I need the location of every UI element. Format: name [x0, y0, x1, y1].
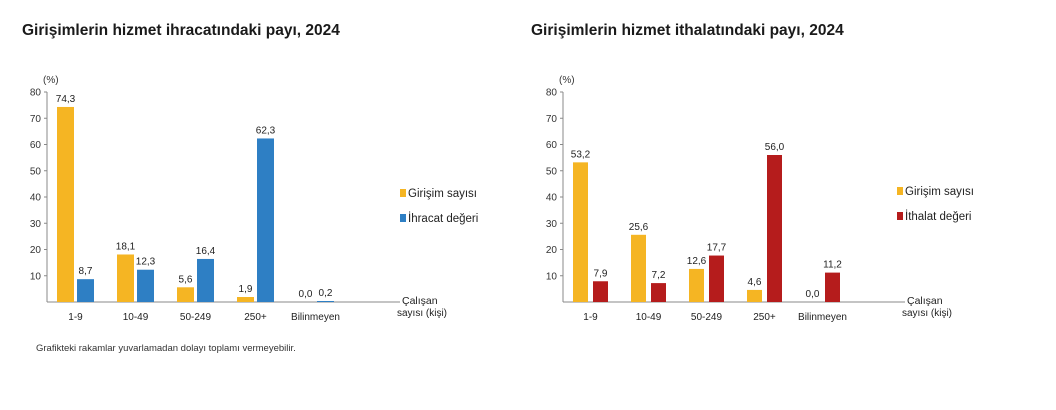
bar-value — [825, 272, 840, 302]
x-tick-label: 1-9 — [583, 312, 598, 323]
bar-count — [573, 162, 588, 302]
bar-value — [197, 258, 214, 302]
data-label: 0,0 — [299, 289, 313, 300]
x-tick-label: 10-49 — [636, 312, 662, 323]
bar-count — [237, 297, 254, 302]
bar-count — [631, 234, 646, 302]
data-label: 12,6 — [687, 256, 707, 267]
y-tick-label: 30 — [30, 219, 42, 230]
legend-swatch — [897, 187, 903, 195]
y-tick-label: 10 — [546, 271, 558, 282]
bar-value — [593, 281, 608, 302]
x-tick-label: 50-249 — [691, 312, 723, 323]
bar-value — [77, 279, 94, 302]
bar-count — [747, 289, 762, 302]
bar-count — [117, 254, 134, 302]
x-axis-title: sayısı (kişi) — [397, 308, 447, 319]
legend-label: Girişim sayısı — [905, 186, 974, 198]
bar-value — [651, 283, 666, 302]
data-label: 18,1 — [116, 241, 136, 252]
bar-count — [177, 287, 194, 302]
y-tick-label: 50 — [546, 166, 558, 177]
bar-count — [57, 106, 74, 303]
y-tick-label: 70 — [30, 114, 42, 125]
bar-value — [317, 301, 334, 302]
data-label: 7,9 — [594, 268, 608, 279]
data-label: 4,6 — [748, 277, 762, 288]
x-tick-label: 50-249 — [180, 312, 212, 323]
legend-label: Girişim sayısı — [408, 188, 477, 200]
data-label: 5,6 — [179, 274, 193, 285]
x-tick-label: 1-9 — [68, 312, 83, 323]
bar-count — [689, 268, 704, 302]
legend-swatch — [897, 212, 903, 220]
y-tick-label: 20 — [546, 245, 558, 256]
bar-value — [767, 155, 782, 302]
x-tick-label: Bilinmeyen — [798, 312, 847, 323]
y-tick-label: 30 — [546, 219, 558, 230]
bar-value — [257, 138, 274, 302]
data-label: 11,2 — [823, 260, 842, 271]
data-label: 17,7 — [707, 243, 727, 254]
x-tick-label: 250+ — [244, 312, 267, 323]
chart-title-import: Girişimlerin hizmet ithalatındaki payı, … — [531, 22, 844, 39]
x-axis-title: sayısı (kişi) — [902, 308, 952, 319]
y-tick-label: 70 — [546, 114, 558, 125]
x-tick-label: Bilinmeyen — [291, 312, 340, 323]
y-unit-label: (%) — [559, 75, 575, 86]
y-tick-label: 10 — [30, 271, 42, 282]
y-tick-label: 80 — [546, 88, 558, 99]
data-label: 12,3 — [136, 257, 156, 268]
y-tick-label: 60 — [546, 140, 558, 151]
data-label: 62,3 — [256, 125, 276, 136]
y-unit-label: (%) — [43, 75, 59, 86]
data-label: 25,6 — [629, 222, 649, 233]
x-tick-label: 10-49 — [123, 312, 149, 323]
y-tick-label: 80 — [30, 88, 42, 99]
legend-swatch — [400, 189, 406, 197]
y-tick-label: 40 — [546, 193, 558, 204]
data-label: 16,4 — [196, 246, 216, 257]
y-tick-label: 20 — [30, 245, 42, 256]
y-tick-label: 60 — [30, 140, 42, 151]
y-tick-label: 40 — [30, 193, 42, 204]
legend-label: İthalat değeri — [905, 210, 972, 223]
footnote: Grafikteki rakamlar yuvarlamadan dolayı … — [36, 343, 296, 354]
data-label: 0,2 — [319, 288, 333, 299]
data-label: 53,2 — [571, 149, 591, 160]
data-label: 1,9 — [239, 284, 253, 295]
x-axis-title: Çalışan — [402, 295, 438, 307]
data-label: 74,3 — [56, 94, 76, 105]
chart-title-export: Girişimlerin hizmet ihracatındaki payı, … — [22, 22, 340, 39]
bar-value — [709, 255, 724, 302]
legend-label: İhracat değeri — [408, 212, 478, 225]
bar-value — [137, 269, 154, 302]
data-label: 7,2 — [652, 270, 666, 281]
data-label: 8,7 — [79, 266, 93, 277]
data-label: 0,0 — [806, 289, 820, 300]
y-tick-label: 50 — [30, 166, 42, 177]
x-tick-label: 250+ — [753, 312, 776, 323]
legend-swatch — [400, 214, 406, 222]
x-axis-title: Çalışan — [907, 295, 943, 307]
data-label: 56,0 — [765, 142, 785, 153]
